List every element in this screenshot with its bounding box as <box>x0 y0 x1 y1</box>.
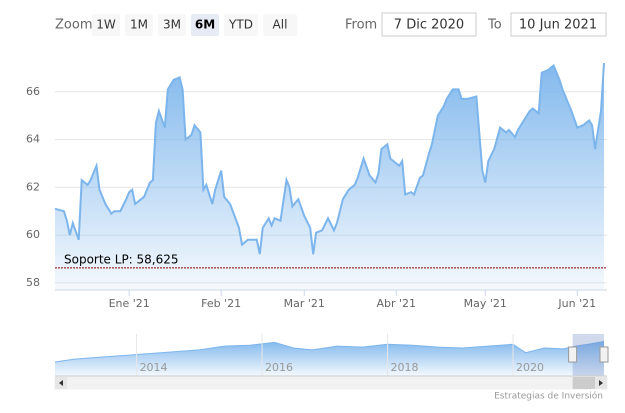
scrollbar-track <box>54 376 608 390</box>
zoom-button-label[interactable]: 6M <box>195 18 215 32</box>
y-tick-label: 64 <box>26 133 40 146</box>
zoom-button-label[interactable]: YTD <box>228 18 253 32</box>
zoom-button[interactable] <box>125 14 153 36</box>
navigator-mask <box>572 334 604 376</box>
scrollbar-arrow <box>59 380 63 386</box>
area-fill <box>55 63 604 290</box>
from-label: From <box>345 18 377 33</box>
scrollbar-arrow <box>599 380 603 386</box>
zoom-button-label[interactable]: 1M <box>130 18 148 32</box>
x-tick-label: Ene '21 <box>109 297 150 310</box>
x-tick-label: Mar '21 <box>284 297 325 310</box>
x-tick-label: Feb '21 <box>201 297 241 310</box>
x-tick-label: Jun '21 <box>557 297 596 310</box>
zoom-label: Zoom <box>55 18 92 33</box>
navigator-tick-label: 2014 <box>140 361 168 374</box>
credits[interactable]: Estrategias de Inversión <box>494 391 603 402</box>
navigator-line <box>54 341 605 363</box>
support-label: Soporte LP: 58,625 <box>64 252 179 266</box>
navigator-tick-label: 2018 <box>391 361 419 374</box>
to-label: To <box>487 18 502 33</box>
navigator-tick-label: 2020 <box>516 361 544 374</box>
to-input[interactable] <box>510 12 607 37</box>
y-tick-label: 60 <box>26 228 40 241</box>
x-tick-label: Abr '21 <box>376 297 416 310</box>
zoom-button-label[interactable]: 3M <box>163 18 181 32</box>
x-tick-label: May '21 <box>464 297 507 310</box>
from-value[interactable]: 7 Dic 2020 <box>394 18 464 33</box>
navigator-tick-label: 2016 <box>265 361 293 374</box>
zoom-button-label[interactable]: 1W <box>96 18 116 32</box>
zoom-button-label[interactable]: All <box>273 18 288 32</box>
zoom-button[interactable] <box>191 14 219 36</box>
navigator-handle[interactable] <box>568 346 578 363</box>
y-tick-label: 66 <box>26 85 40 98</box>
y-tick-label: 58 <box>26 276 40 289</box>
y-tick-label: 62 <box>26 180 40 193</box>
zoom-button[interactable] <box>158 14 186 36</box>
to-value[interactable]: 10 Jun 2021 <box>519 18 597 33</box>
zoom-button[interactable] <box>224 14 258 36</box>
navigator-handle[interactable] <box>599 346 609 363</box>
area-line <box>54 63 605 255</box>
zoom-button[interactable] <box>263 14 297 36</box>
navigator-area <box>55 341 604 376</box>
zoom-button[interactable] <box>92 14 120 36</box>
from-input[interactable] <box>381 12 477 37</box>
